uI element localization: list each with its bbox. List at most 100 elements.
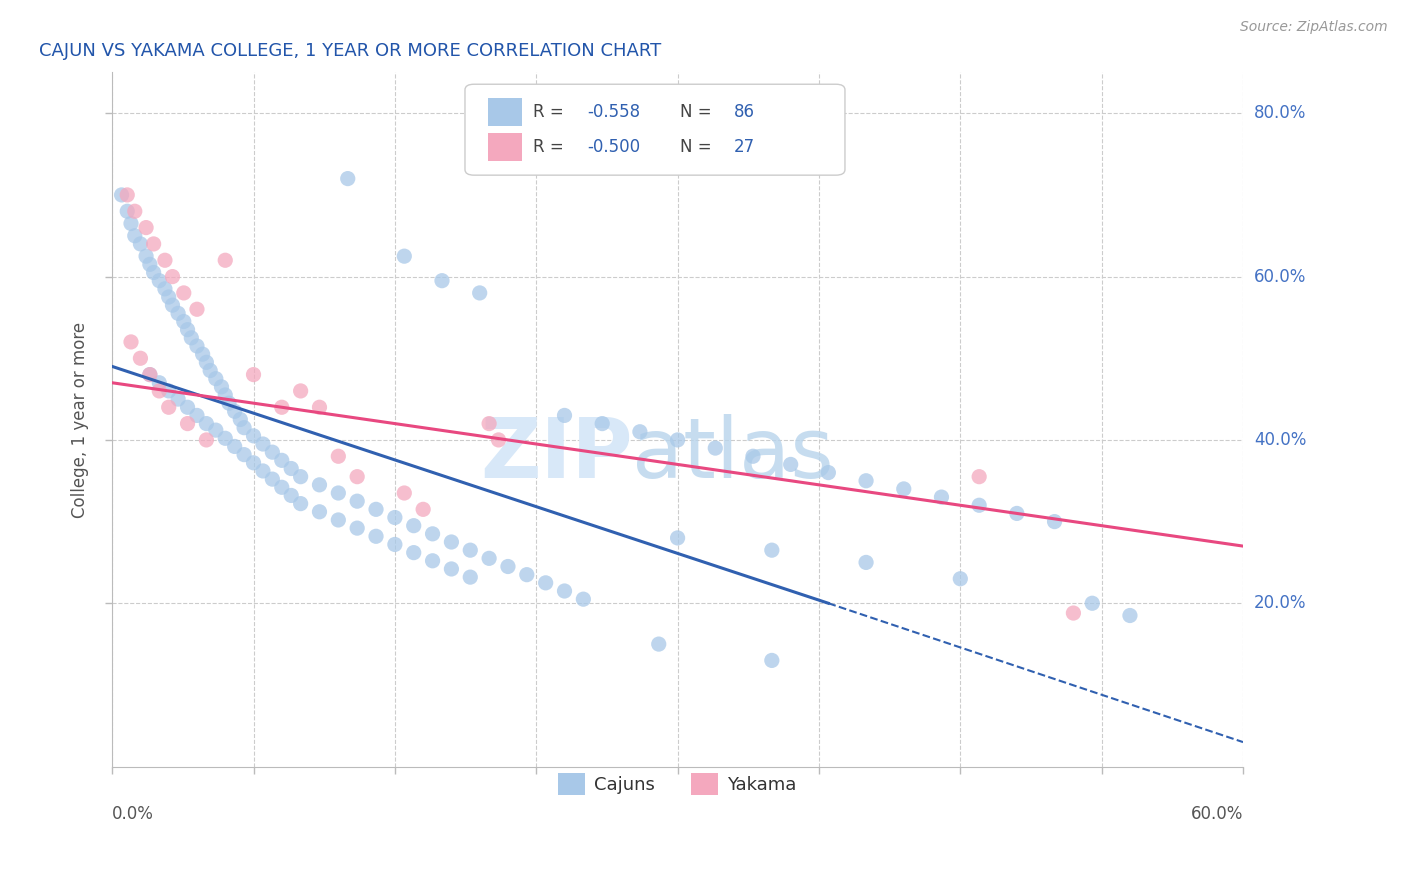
Point [176,401,198,415]
Point [742,450,765,464]
Point [270,480,292,494]
Point [779,458,801,472]
Text: Source: ZipAtlas.com: Source: ZipAtlas.com [1240,20,1388,34]
Point [949,572,972,586]
Point [162,298,184,312]
Point [967,469,990,483]
Text: -0.500: -0.500 [588,137,640,156]
Point [115,204,138,219]
Text: N =: N = [681,137,717,156]
Text: ZIP: ZIP [479,414,633,495]
Point [628,425,651,439]
Point [430,274,453,288]
Point [139,368,162,382]
Point [242,456,264,470]
Point [328,513,350,527]
Point [364,529,387,543]
Text: atlas: atlas [633,414,834,495]
Point [394,486,416,500]
Point [346,469,368,483]
Point [761,543,783,558]
FancyBboxPatch shape [488,98,522,126]
Point [328,486,350,500]
Point [308,401,330,415]
Text: R =: R = [533,137,569,156]
Point [346,521,368,535]
Legend: Cajuns, Yakama: Cajuns, Yakama [551,766,804,803]
Text: 20.0%: 20.0% [1254,594,1306,612]
Point [384,537,406,551]
Point [412,502,434,516]
Point [148,384,170,398]
Point [1062,606,1084,620]
Point [162,269,184,284]
Point [124,204,146,219]
Point [422,526,444,541]
Point [120,334,142,349]
Point [280,488,302,502]
Point [572,592,595,607]
Point [135,220,157,235]
Point [1005,507,1028,521]
Point [153,253,176,268]
Text: 27: 27 [734,137,755,156]
Point [817,466,839,480]
Point [186,409,208,423]
Point [120,217,142,231]
Point [496,559,519,574]
Point [167,392,190,406]
Point [142,266,165,280]
Text: R =: R = [533,103,569,121]
Point [1119,608,1142,623]
Point [516,567,538,582]
Point [270,453,292,467]
Point [229,412,252,426]
Point [666,433,689,447]
Point [478,551,501,566]
Text: CAJUN VS YAKAMA COLLEGE, 1 YEAR OR MORE CORRELATION CHART: CAJUN VS YAKAMA COLLEGE, 1 YEAR OR MORE … [38,42,661,60]
Point [211,380,233,394]
Point [967,498,990,512]
Point [893,482,915,496]
Point [534,575,557,590]
Point [761,653,783,667]
Text: N =: N = [681,103,717,121]
Point [262,445,284,459]
Point [704,441,727,455]
Point [252,437,274,451]
Point [458,570,481,584]
Point [195,355,218,369]
Point [148,376,170,390]
Point [204,423,226,437]
Point [308,478,330,492]
Point [173,314,195,328]
Point [139,368,162,382]
Point [186,339,208,353]
Point [176,417,198,431]
Point [129,236,152,251]
Point [346,494,368,508]
Point [270,401,292,415]
Point [191,347,214,361]
Point [308,505,330,519]
Point [110,188,132,202]
Text: 60.0%: 60.0% [1191,805,1243,823]
Text: 86: 86 [734,103,755,121]
Point [167,306,190,320]
Text: 40.0%: 40.0% [1254,431,1306,449]
Point [468,285,491,300]
Point [931,490,953,504]
Point [135,249,157,263]
Point [204,372,226,386]
Point [186,302,208,317]
Point [458,543,481,558]
Point [142,236,165,251]
Y-axis label: College, 1 year or more: College, 1 year or more [72,321,89,517]
Point [478,417,501,431]
Point [124,228,146,243]
Point [176,323,198,337]
Point [364,502,387,516]
Point [233,420,256,434]
Text: 0.0%: 0.0% [112,805,155,823]
Text: 80.0%: 80.0% [1254,104,1306,122]
